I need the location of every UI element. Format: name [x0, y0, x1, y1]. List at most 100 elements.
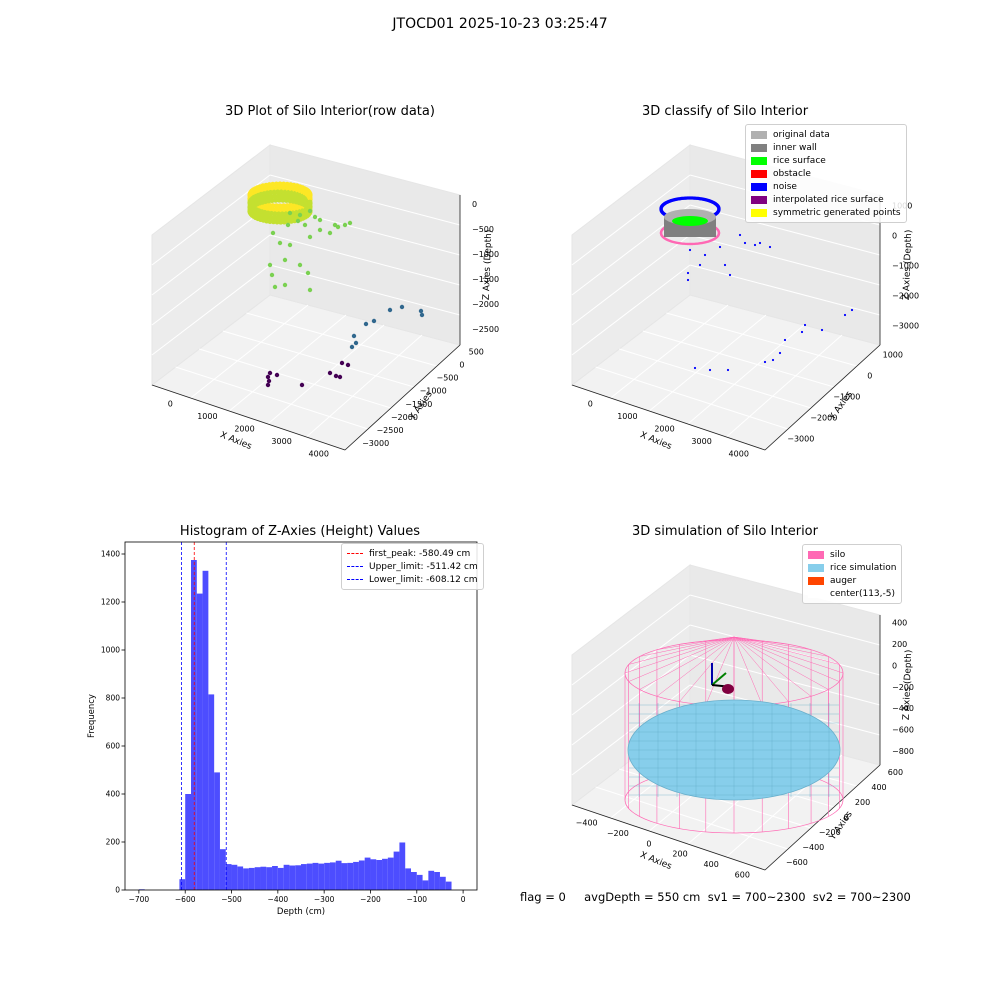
silo-roof-wire: [733, 636, 763, 705]
x-axis-label: Depth (cm): [277, 907, 325, 917]
p2-grid: [571, 174, 691, 266]
histogram-bar: [196, 593, 203, 890]
p2-y-tick-label: −2000: [810, 413, 837, 422]
histogram-bar: [370, 859, 377, 890]
legend-entry: obstacle: [751, 167, 901, 180]
p4-z-tick-label: −400: [892, 704, 914, 713]
y-tick-label: 0: [115, 886, 120, 895]
raw-point: [267, 262, 273, 268]
p1-grid: [269, 264, 461, 316]
noise-point: [753, 243, 757, 247]
noise-point: [728, 273, 732, 277]
noise-point: [688, 248, 692, 252]
p4-z-tick-label: −800: [892, 747, 914, 756]
histogram-bar: [376, 860, 383, 890]
y-tick-label: 200: [106, 838, 121, 847]
raw-point: [272, 193, 278, 199]
p2-x-tick-label: 4000: [729, 450, 749, 459]
legend-swatch: [751, 156, 767, 165]
raw-point: [317, 227, 323, 233]
silo-roof-wire: [656, 636, 735, 697]
histogram-bar: [329, 862, 336, 890]
legend-entry: inner wall: [751, 141, 901, 154]
p1-y-tick-label: −2000: [391, 413, 418, 422]
histogram-bar: [231, 864, 238, 890]
panel3-title: Histogram of Z-Axies (Height) Values: [179, 524, 421, 539]
p2-grid: [642, 330, 835, 388]
auger: [722, 684, 734, 694]
y-axis-label: Frequency: [87, 694, 97, 738]
silo-roof-wire: [733, 636, 789, 645]
noise-point: [771, 358, 775, 362]
p1-grid: [269, 234, 461, 286]
p1-z-tick-label: −2500: [472, 325, 499, 334]
legend-entry: noise: [751, 180, 901, 193]
silo-roof-wire: [628, 636, 735, 665]
silo-simulation-panel: −400−20002004006006004002000−200−400−600…: [570, 563, 914, 880]
raw-point: [270, 230, 276, 236]
p1-grid: [267, 324, 385, 425]
histogram-bar: [416, 874, 423, 890]
p4-grid: [571, 624, 691, 716]
raw-point: [307, 234, 313, 240]
x-tick-label: 0: [461, 895, 466, 904]
classify-legend: original data inner wall rice surface obsta…: [745, 124, 907, 223]
p2-y-axis-line: [764, 344, 881, 451]
histogram-bar: [358, 860, 365, 890]
legend-label: first_peak: -580.49 cm: [369, 548, 471, 559]
p4-z-tick-label: 0: [892, 661, 897, 670]
raw-point: [305, 270, 311, 276]
raw-point: [307, 191, 313, 197]
legend-label: silo: [830, 549, 846, 560]
p2-grid: [595, 366, 789, 430]
raw-point: [418, 308, 424, 314]
status-footer: flag = 0 avgDepth = 550 cm sv1 = 700~230…: [520, 890, 911, 904]
y-tick-label: 800: [106, 694, 121, 703]
p1-grid: [199, 348, 392, 409]
raw-point: [297, 262, 303, 268]
legend-entry: rice surface: [751, 154, 901, 167]
histogram-bar: [347, 862, 354, 890]
p1-x-axis-label: X Axies: [218, 430, 253, 452]
silo-roof-wire: [733, 636, 812, 697]
noise-point: [758, 241, 762, 245]
histogram-bar: [318, 863, 325, 890]
histogram-bar: [364, 857, 371, 890]
raw-point: [307, 208, 313, 214]
silo-roof-wire: [733, 636, 812, 650]
raw-point: [278, 189, 284, 195]
noise-point: [850, 308, 854, 312]
p1-z-axis-label: Z Axies (Depth): [482, 230, 494, 301]
figure-title: JTOCD01 2025-10-23 03:25:47: [392, 16, 608, 32]
p2-z-tick-label: −1000: [892, 262, 919, 271]
p4-x-tick-label: 0: [646, 839, 651, 848]
p1-z-tick-label: 0: [472, 200, 477, 209]
raw-point: [363, 321, 369, 327]
raw-point: [327, 230, 333, 236]
p2-grid: [571, 234, 691, 326]
silo-roof-wire: [679, 636, 735, 702]
p2-z-tick-label: −3000: [892, 322, 919, 331]
p2-z-axis-label: Z Axies (Depth): [902, 230, 914, 301]
p2-z-tick-label: 0: [892, 232, 897, 241]
noise-point: [820, 328, 824, 332]
p2-x-tick-label: 1000: [617, 412, 637, 421]
x-tick-label: −300: [314, 895, 335, 904]
legend-label: rice surface: [773, 155, 826, 166]
raw-point: [269, 272, 275, 278]
raw-point: [302, 222, 308, 228]
histogram-bar: [434, 872, 440, 890]
histogram-bar: [405, 868, 411, 890]
legend-swatch: [751, 182, 767, 191]
p1-grid: [151, 204, 271, 296]
noise-point: [738, 233, 742, 237]
noise-point: [763, 360, 767, 364]
p1-z-tick-label: −1500: [472, 275, 499, 284]
y-tick-label: 1000: [101, 646, 120, 655]
noise-point: [768, 245, 772, 249]
p4-y-tick-label: −200: [819, 828, 841, 837]
legend-label: original data: [773, 129, 830, 140]
p4-y-tick-label: 600: [888, 768, 903, 777]
legend-swatch: [751, 143, 767, 152]
p1-x-tick-label: 1000: [197, 412, 217, 421]
